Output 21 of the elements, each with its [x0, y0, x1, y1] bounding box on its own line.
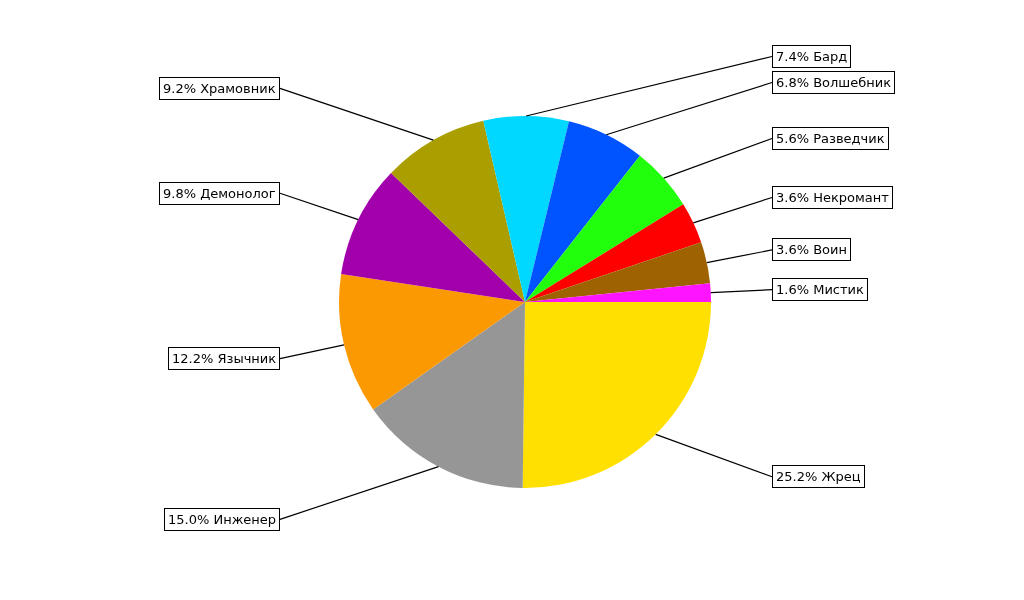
pie-slice — [525, 242, 711, 302]
slice-label: 9.8% Демонолог — [163, 186, 276, 201]
slice-label: 7.4% Бард — [776, 49, 848, 64]
slice-label: 25.2% Жрец — [776, 469, 861, 484]
pie-slice — [522, 302, 711, 488]
pie-slice — [525, 155, 684, 302]
slice-label: 12.2% Язычник — [172, 351, 277, 366]
pie-slice — [483, 116, 569, 302]
pie-slice — [339, 274, 525, 410]
pie-slice — [341, 172, 525, 302]
slice-label: 3.6% Воин — [776, 242, 847, 257]
pie-slice — [373, 302, 525, 488]
slice-label: 1.6% Мистик — [776, 282, 864, 297]
pie-slice — [525, 204, 702, 302]
slice-label: 6.8% Волшебник — [776, 75, 892, 90]
slice-label: 3.6% Некромант — [776, 190, 890, 205]
pie-slice — [391, 120, 525, 302]
slice-label: 5.6% Разведчик — [776, 131, 885, 146]
slice-label: 15.0% Инженер — [168, 512, 277, 527]
pie-slice — [525, 121, 640, 302]
slice-label: 9.2% Храмовник — [163, 81, 276, 96]
